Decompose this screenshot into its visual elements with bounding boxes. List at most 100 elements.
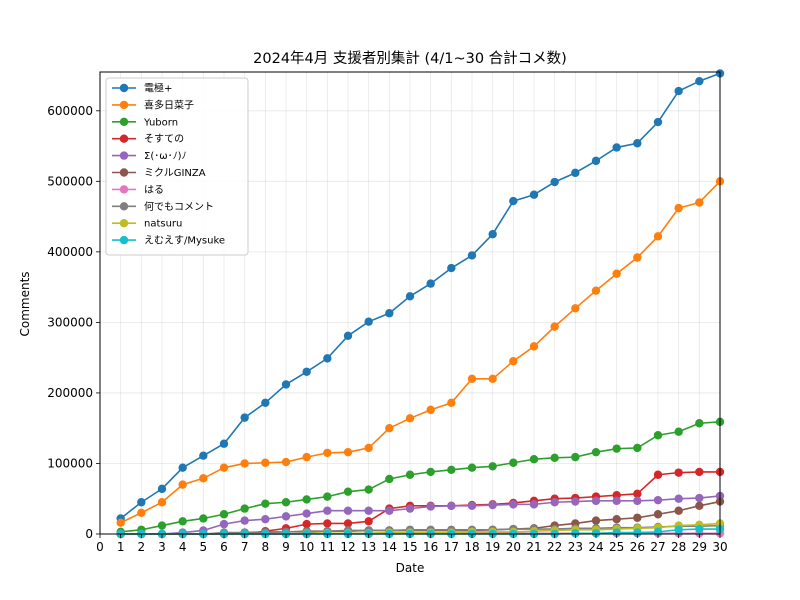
data-point [385,424,394,433]
x-tick-label: 30 [712,540,727,554]
data-point [323,506,332,515]
x-tick-label: 23 [568,540,583,554]
data-point [199,451,208,460]
legend-swatch-marker [119,202,129,211]
legend-label: えむえす/Mysuke [144,235,225,247]
legend-swatch-marker [119,83,129,93]
data-point [653,510,663,519]
data-point [302,452,311,462]
legend-item: natsuru [112,219,182,230]
legend-item: 何でもコメント [112,200,214,213]
x-tick-label: 28 [671,540,686,554]
data-point [571,497,580,506]
data-point [199,474,208,483]
data-point [199,514,208,523]
data-point [426,502,435,511]
data-point [488,374,497,384]
data-point [219,439,229,448]
data-point [240,413,249,422]
x-tick-label: 26 [630,540,645,554]
data-point [674,506,683,515]
data-point [240,516,249,525]
data-point [281,457,291,467]
data-point [116,518,125,527]
y-tick-label: 300000 [47,315,93,329]
data-point [178,463,187,472]
data-point [653,117,663,127]
data-point [488,500,497,510]
data-point [467,374,477,384]
data-point [137,508,146,518]
data-point [695,76,704,86]
data-point [323,354,332,363]
x-tick-label: 20 [506,540,521,554]
data-point [591,447,601,457]
y-tick-label: 600000 [47,104,93,118]
y-tick-label: 400000 [47,245,93,259]
series-3 [116,417,725,537]
data-point [674,525,683,534]
data-point [612,514,621,524]
x-tick-label: 6 [220,540,228,554]
data-point [467,463,477,472]
x-tick-label: 13 [361,540,376,554]
series-1 [116,69,725,523]
legend-swatch-marker [119,168,129,177]
data-point [674,86,683,96]
data-point [261,458,270,467]
data-point [137,498,146,507]
data-point [240,504,249,513]
legend-swatch-marker [119,235,129,245]
data-point [509,500,518,509]
data-point [302,509,311,518]
data-point [219,519,229,529]
data-point [695,493,704,503]
data-point [447,263,456,273]
x-tick-label: 10 [299,540,314,554]
legend-swatch-marker [119,151,129,160]
data-point [591,156,601,166]
data-point [178,517,187,526]
x-tick-label: 19 [485,540,500,554]
y-axis-label: Comments [18,271,32,336]
legend-label: 何でもコメント [144,200,214,213]
data-point [343,506,353,515]
data-point [261,514,270,524]
data-point [467,501,477,510]
data-point [695,198,704,207]
data-point [550,322,559,331]
y-tick-label: 100000 [47,456,93,470]
data-point [633,513,642,522]
legend-swatch-marker [119,117,129,127]
data-point [633,443,642,453]
data-point [633,496,642,506]
legend-box [105,77,249,256]
data-point [426,279,435,288]
data-point [571,529,580,538]
data-point [219,463,229,472]
data-point [281,512,291,521]
y-tick-label: 200000 [47,386,93,400]
x-tick-label: 8 [262,540,270,554]
legend-item: えむえす/Mysuke [112,235,225,247]
y-tick-label: 0 [85,527,93,541]
data-point [364,517,373,526]
data-point [323,519,332,528]
x-tick-label: 18 [464,540,479,554]
data-point [261,499,270,508]
x-tick-label: 11 [320,540,335,554]
x-tick-label: 2 [138,540,146,554]
chart-title: 2024年4月 支援者別集計 (4/1~30 合計コメ数) [253,50,567,67]
legend-swatch-marker [119,134,129,143]
legend-label: はる [144,184,164,196]
data-point [591,286,601,295]
legend-label: natsuru [144,219,182,230]
data-point [426,467,435,477]
x-tick-label: 16 [423,540,438,554]
data-point [343,447,353,457]
x-tick-label: 25 [609,540,624,554]
data-point [302,367,311,376]
data-point [385,474,394,484]
data-point [653,431,663,440]
data-point [674,203,683,213]
